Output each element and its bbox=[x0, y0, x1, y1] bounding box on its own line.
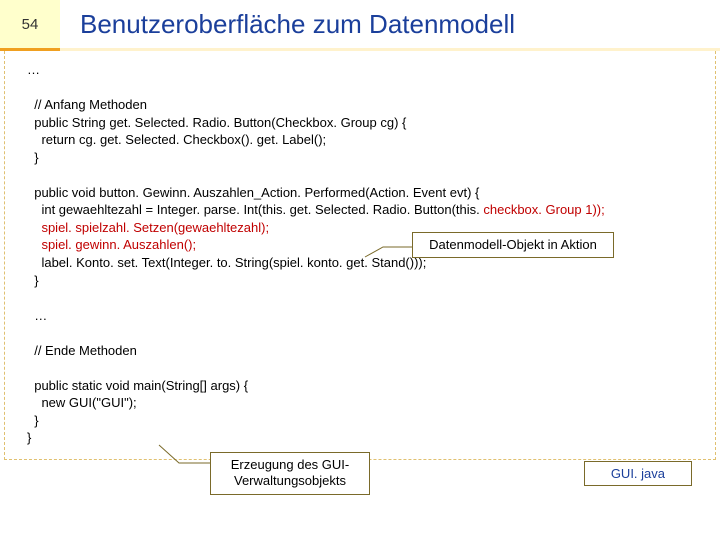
code-line: … bbox=[27, 308, 47, 323]
code-line: return cg. get. Selected. Checkbox(). ge… bbox=[27, 132, 326, 147]
code-line: public String get. Selected. Radio. Butt… bbox=[27, 115, 406, 130]
code-line: public void button. Gewinn. Auszahlen_Ac… bbox=[27, 185, 479, 200]
code-line: } bbox=[27, 413, 39, 428]
callout-erzeugung: Erzeugung des GUI- Verwaltungsobjekts bbox=[210, 452, 370, 495]
code-line: int gewaehltezahl = Integer. parse. Int(… bbox=[27, 202, 483, 217]
code-line: public static void main(String[] args) { bbox=[27, 378, 248, 393]
callout-text-line1: Erzeugung des GUI- bbox=[231, 457, 350, 472]
file-badge-text: GUI. java bbox=[611, 466, 665, 481]
code-line: new GUI("GUI"); bbox=[27, 395, 137, 410]
code-line: } bbox=[27, 150, 39, 165]
code-highlight: spiel. spielzahl. Setzen(gewaehltezahl); bbox=[27, 220, 269, 235]
code-line: // Ende Methoden bbox=[27, 343, 137, 358]
page-number: 54 bbox=[0, 0, 60, 48]
page-title: Benutzeroberfläche zum Datenmodell bbox=[60, 9, 515, 40]
callout-pointer-icon bbox=[159, 445, 213, 467]
header-row: 54 Benutzeroberfläche zum Datenmodell bbox=[0, 0, 720, 48]
page-number-value: 54 bbox=[22, 16, 39, 33]
callout-text-line2: Verwaltungsobjekts bbox=[234, 473, 346, 488]
code-line: … bbox=[27, 62, 40, 77]
code-line: } bbox=[27, 430, 31, 445]
callout-text: Datenmodell-Objekt in Aktion bbox=[429, 237, 597, 252]
callout-datenmodell: Datenmodell-Objekt in Aktion bbox=[412, 232, 614, 258]
code-line: } bbox=[27, 273, 39, 288]
code-highlight: spiel. gewinn. Auszahlen(); bbox=[27, 237, 196, 252]
code-line: // Anfang Methoden bbox=[27, 97, 147, 112]
callout-pointer-icon bbox=[365, 239, 415, 259]
file-badge: GUI. java bbox=[584, 461, 692, 486]
code-highlight: checkbox. Group 1)); bbox=[483, 202, 604, 217]
